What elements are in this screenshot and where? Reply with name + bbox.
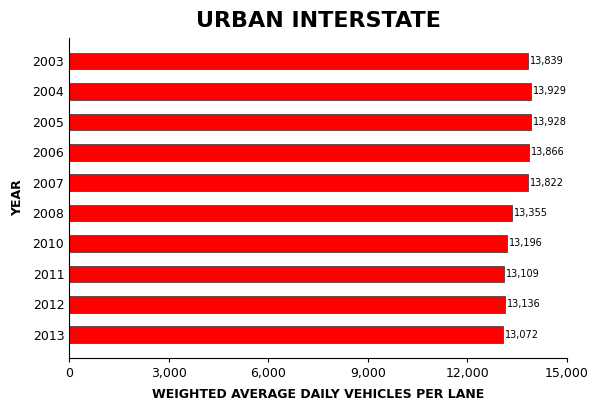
Text: 13,866: 13,866 (532, 147, 565, 157)
Text: 13,822: 13,822 (530, 178, 564, 188)
Bar (69, 205, 512, 221)
Bar (69, 174, 528, 191)
Bar (69, 144, 529, 161)
Bar (69, 114, 532, 130)
Bar (69, 265, 504, 282)
Y-axis label: YEAR: YEAR (11, 180, 24, 216)
Text: 13,196: 13,196 (509, 239, 543, 248)
Bar (69, 235, 507, 252)
Bar (69, 296, 505, 313)
Bar (69, 326, 503, 343)
Text: 13,136: 13,136 (507, 299, 541, 309)
Text: 13,072: 13,072 (505, 330, 539, 339)
Text: 13,928: 13,928 (533, 117, 567, 127)
Text: 13,109: 13,109 (506, 269, 540, 279)
Text: 13,839: 13,839 (530, 56, 564, 66)
Bar (69, 53, 529, 70)
Bar (69, 83, 532, 100)
Title: URBAN INTERSTATE: URBAN INTERSTATE (196, 11, 440, 31)
Text: 13,355: 13,355 (514, 208, 548, 218)
X-axis label: WEIGHTED AVERAGE DAILY VEHICLES PER LANE: WEIGHTED AVERAGE DAILY VEHICLES PER LANE (152, 388, 484, 401)
Text: 13,929: 13,929 (533, 87, 567, 96)
